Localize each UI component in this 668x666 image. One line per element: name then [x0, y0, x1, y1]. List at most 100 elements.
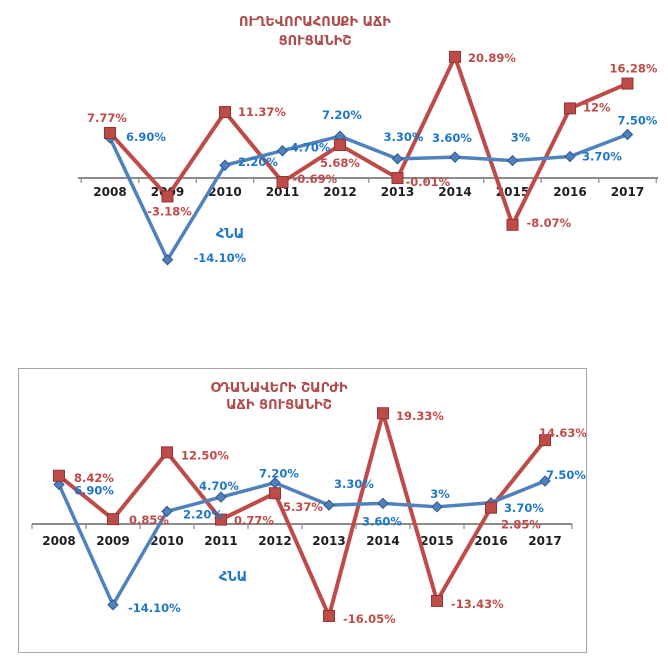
- diamond-marker: [53, 478, 65, 491]
- square-marker: [431, 594, 443, 607]
- x-axis-label: 2008: [93, 185, 126, 199]
- square-marker: [485, 501, 497, 514]
- square-marker: [161, 190, 174, 203]
- diamond-marker: [506, 154, 519, 167]
- square-marker: [269, 487, 281, 500]
- series-line-red: [108, 54, 630, 227]
- diamond-marker: [564, 150, 576, 163]
- data-label: 7.50%: [618, 114, 658, 128]
- data-label: 14.63%: [539, 426, 586, 440]
- data-label: 4.70%: [199, 479, 239, 493]
- square-marker: [161, 446, 173, 459]
- x-axis-label: 2008: [42, 534, 75, 548]
- diamond-marker: [391, 153, 404, 165]
- chart-title-line2: ԱՃԻ ՑՈՒՑԱՆԻՇ: [226, 398, 332, 413]
- diamond-marker: [219, 159, 231, 171]
- x-axis-label: 2013: [381, 185, 414, 199]
- x-axis-label: 2014: [438, 185, 471, 199]
- x-axis-label: 2011: [204, 534, 237, 548]
- x-axis-label: 2009: [96, 534, 129, 548]
- data-label: -8.07%: [527, 216, 572, 230]
- square-marker: [621, 77, 634, 90]
- chart-title-line1: ՈՒՂԵՎՈՐԱՀՈՍՔԻ ԱՃԻ: [239, 15, 391, 30]
- series-line-red: [57, 411, 547, 618]
- chart-canvas: 2008 2009 2010 2011 2012 2013 2014 2015 2016 2017…: [31, 407, 586, 626]
- data-label: 11.37%: [238, 105, 286, 119]
- data-label: 3.70%: [582, 150, 622, 164]
- data-label: 4.70%: [291, 141, 331, 155]
- data-label: 3.60%: [432, 131, 472, 145]
- data-label: 3.70%: [504, 501, 544, 515]
- diamond-marker: [107, 599, 119, 611]
- diamond-marker: [161, 505, 173, 518]
- chart-title-line2: ՑՈՒՑԱՆԻՇ: [278, 34, 352, 49]
- data-label: 6.90%: [74, 483, 114, 497]
- data-label: 7.20%: [322, 108, 362, 122]
- data-label: 3%: [511, 131, 531, 145]
- x-axis-label: 2012: [323, 185, 356, 199]
- data-label: 7.20%: [259, 467, 299, 481]
- data-label: 0.85%: [129, 513, 169, 527]
- data-label: 3.60%: [362, 514, 402, 528]
- data-label: -13.43%: [451, 597, 504, 611]
- aircraft-movement-growth-chart: 2008 2009 2010 2011 2012 2013 2014 2015 2016 2017…: [18, 368, 587, 653]
- diamond-marker: [449, 151, 461, 163]
- x-axis-label: 2011: [266, 185, 299, 199]
- data-label: 12.50%: [181, 448, 229, 462]
- data-label: 2.20%: [238, 155, 278, 169]
- square-marker: [219, 106, 231, 119]
- square-marker: [215, 513, 227, 526]
- square-marker: [539, 434, 551, 447]
- data-label: 16.28%: [610, 62, 658, 76]
- data-label: -16.05%: [343, 612, 396, 626]
- data-label: 3.30%: [334, 477, 374, 491]
- x-axis-label: 2016: [553, 185, 586, 199]
- chart-title: ՈՒՂԵՎՈՐԱՀՈՍՔԻ ԱՃԻ ՑՈՒՑԱՆԻՇ: [165, 13, 465, 51]
- x-axis-label: 2017: [611, 185, 644, 199]
- data-label: 3%: [430, 487, 450, 501]
- x-axis-label: 2014: [366, 534, 399, 548]
- square-marker: [377, 407, 389, 420]
- diamond-marker: [276, 145, 289, 157]
- series-name-label: ՀՆԱ: [219, 570, 247, 585]
- x-axis-label: 2015: [420, 534, 453, 548]
- data-label: -0.01%: [406, 175, 451, 189]
- square-marker: [334, 139, 346, 152]
- x-axis-label: 2013: [312, 534, 345, 548]
- series-name-label: ՀՆԱ: [216, 227, 244, 242]
- chart-title-line1: ՕԴԱՆԱՎԵՐԻ ՇԱՐԺԻ: [210, 381, 348, 396]
- data-label: 3.30%: [384, 130, 424, 144]
- diamond-marker: [215, 491, 227, 503]
- square-marker: [391, 172, 404, 185]
- data-label: 19.33%: [396, 409, 444, 423]
- diamond-marker: [431, 501, 443, 513]
- square-marker: [449, 50, 461, 63]
- x-axis-label: 2017: [528, 534, 561, 548]
- x-axis-label: 2016: [474, 534, 507, 548]
- x-axis-label: 2010: [150, 534, 183, 548]
- data-label: 0.77%: [234, 514, 274, 528]
- data-label: 20.89%: [468, 51, 516, 65]
- data-label: 7.50%: [546, 468, 586, 482]
- data-label: 5.68%: [320, 156, 360, 170]
- square-marker: [323, 609, 335, 622]
- data-label: -14.10%: [128, 601, 181, 615]
- square-marker: [564, 102, 576, 115]
- data-label: 6.90%: [126, 130, 166, 144]
- data-label: 8.42%: [74, 471, 114, 485]
- diamond-marker: [161, 254, 174, 266]
- chart-canvas: 2008200920102011201220132014201520162017…: [78, 50, 658, 266]
- diamond-marker: [377, 497, 389, 510]
- square-marker: [276, 176, 289, 189]
- data-label: 2.20%: [183, 507, 223, 521]
- chart-title: ՕԴԱՆԱՎԵՐԻ ՇԱՐԺԻ ԱՃԻ ՑՈՒՑԱՆԻՇ: [129, 380, 429, 414]
- series-line-blue: [108, 132, 630, 262]
- x-axis-label: 2012: [258, 534, 291, 548]
- diamond-marker: [539, 475, 551, 487]
- data-label: 7.77%: [87, 111, 127, 125]
- data-label: -14.10%: [194, 251, 247, 265]
- passenger-growth-chart: 2008200920102011201220132014201520162017…: [78, 13, 658, 266]
- data-label: 5.37%: [283, 500, 323, 514]
- x-axis-label: 2010: [208, 185, 241, 199]
